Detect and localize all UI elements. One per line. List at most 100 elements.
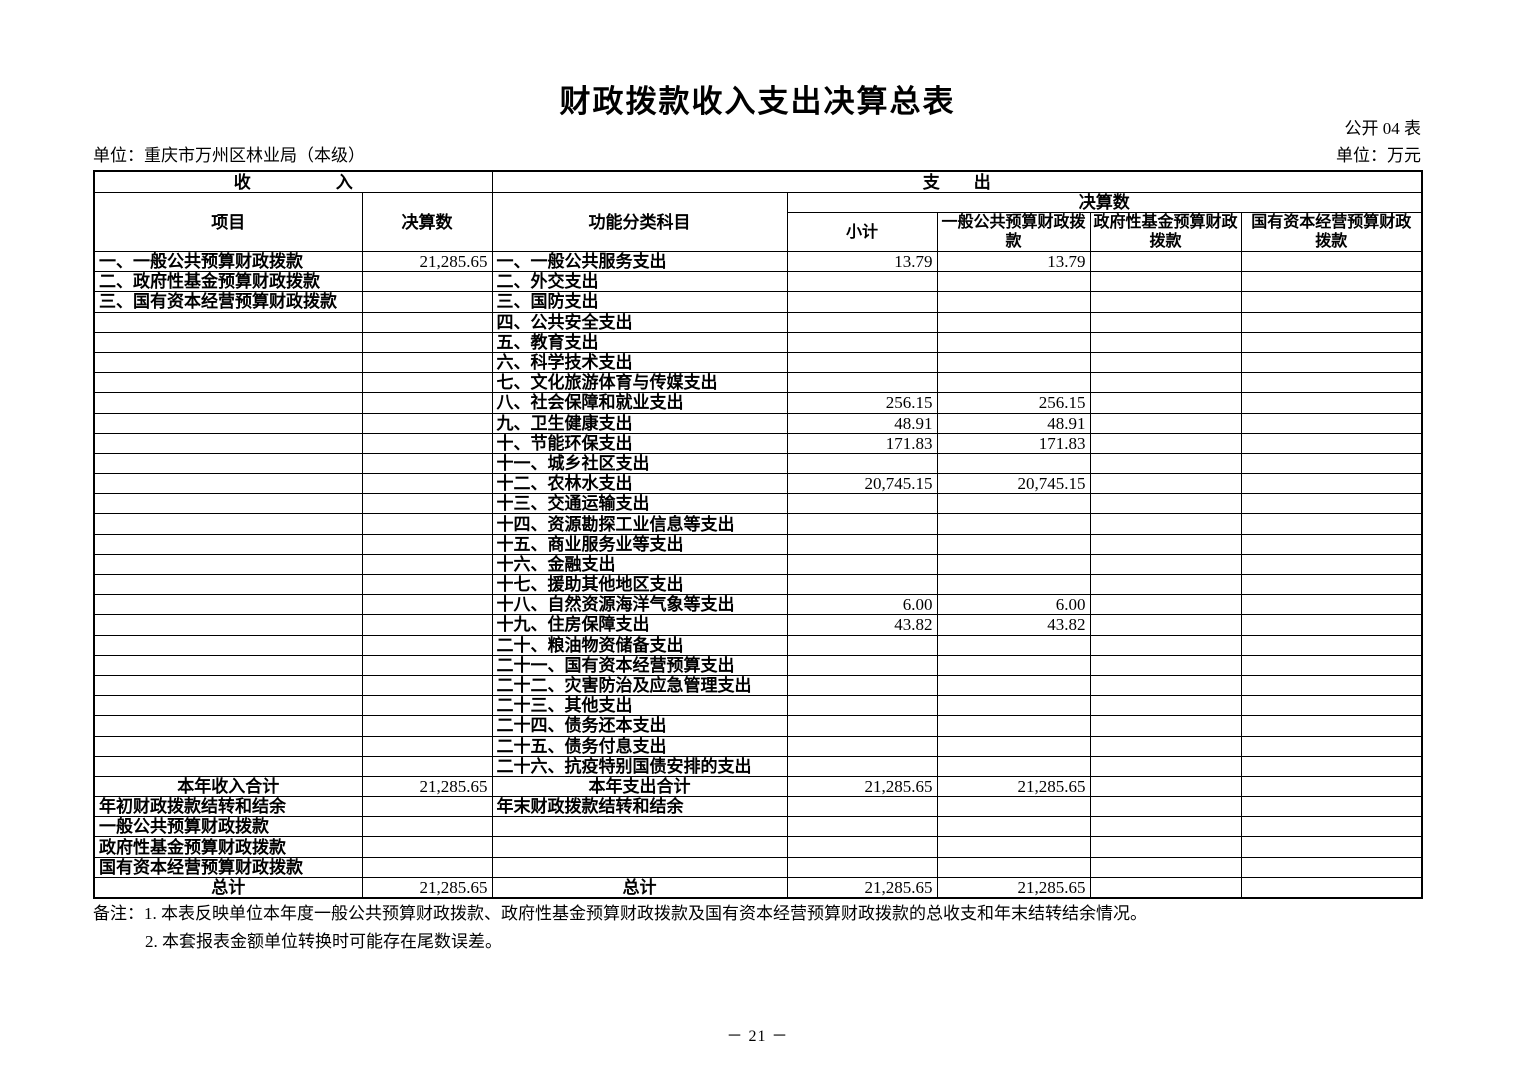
table-row: 二十二、灾害防治及应急管理支出 [93, 674, 1423, 697]
table-row: 二十四、债务还本支出 [93, 715, 1423, 737]
expense-state-capital-cell [1240, 271, 1423, 293]
expense-general-budget-cell [936, 271, 1091, 293]
table-row: 三、国有资本经营预算财政拨款 三、国防支出 [93, 291, 1423, 313]
table-row: 一般公共预算财政拨款 [93, 816, 1423, 838]
page-title: 财政拨款收入支出决算总表 [559, 84, 956, 119]
expense-state-capital-cell [1240, 291, 1423, 313]
expense-state-capital-cell [1240, 796, 1423, 818]
expense-item-cell: 二十五、债务付息支出 [491, 735, 788, 757]
expense-state-capital-cell [1240, 654, 1423, 676]
expense-general-budget-cell: 43.82 [936, 614, 1091, 636]
income-value-cell [361, 311, 493, 333]
expense-subtotal-cell [786, 452, 938, 475]
col-header-final-amount: 决算数 [361, 192, 493, 252]
expense-gov-fund-cell [1089, 775, 1242, 798]
table-row: 国有资本经营预算财政拨款 [93, 856, 1423, 878]
expense-general-budget-cell: 48.91 [936, 412, 1091, 434]
income-item-cell: 一、一般公共预算财政拨款 [93, 250, 363, 273]
expense-general-budget-cell [936, 735, 1091, 757]
table-row: 四、公共安全支出 [93, 311, 1423, 333]
expense-state-capital-cell [1240, 614, 1423, 636]
expense-gov-fund-cell [1089, 533, 1242, 555]
table-row: 七、文化旅游体育与传媒支出 [93, 372, 1423, 394]
expense-state-capital-cell [1240, 573, 1423, 596]
expense-item-cell: 十七、援助其他地区支出 [491, 573, 788, 596]
expense-gov-fund-cell [1089, 715, 1242, 737]
expense-subtotal-cell [786, 372, 938, 394]
income-item-cell [93, 533, 363, 555]
expense-subtotal-cell [786, 634, 938, 656]
expense-state-capital-cell [1240, 452, 1423, 475]
expense-general-budget-cell: 21,285.65 [936, 775, 1091, 798]
expense-item-cell: 六、科学技术支出 [491, 351, 788, 374]
income-value-cell: 21,285.65 [361, 775, 493, 798]
expense-subtotal-cell [786, 796, 938, 818]
column-header-row-1: 项目 决算数 功能分类科目 决算数 [93, 192, 1423, 252]
expense-gov-fund-cell [1089, 856, 1242, 878]
expense-subtotal-cell: 21,285.65 [786, 775, 938, 798]
table-row: 十、节能环保支出 171.83 171.83 [93, 432, 1423, 454]
expense-state-capital-cell [1240, 432, 1423, 454]
expense-item-cell: 十九、住房保障支出 [491, 614, 788, 636]
expense-general-budget-cell [936, 311, 1091, 333]
expense-gov-fund-cell [1089, 473, 1242, 495]
expense-subtotal-cell: 171.83 [786, 432, 938, 454]
expense-gov-fund-cell [1089, 351, 1242, 374]
income-item-cell [93, 594, 363, 616]
income-value-cell: 21,285.65 [361, 876, 493, 899]
expense-item-cell: 二十二、灾害防治及应急管理支出 [491, 674, 788, 697]
expense-item-cell: 二、外交支出 [491, 271, 788, 293]
expense-state-capital-cell [1240, 331, 1423, 353]
expense-general-budget-cell [936, 634, 1091, 656]
income-value-cell [361, 533, 493, 555]
page-number: － 21 － [726, 1028, 789, 1045]
income-item-cell: 三、国有资本经营预算财政拨款 [93, 291, 363, 313]
expense-state-capital-cell [1240, 392, 1423, 414]
expense-gov-fund-cell [1089, 412, 1242, 434]
expense-general-budget-cell [936, 836, 1091, 858]
expense-state-capital-cell [1240, 553, 1423, 576]
expense-item-cell: 十一、城乡社区支出 [491, 452, 788, 475]
col-header-functional-category: 功能分类科目 [491, 192, 788, 252]
expense-subtotal-cell [786, 513, 938, 535]
col-header-gov-fund-budget: 政府性基金预算财政拨款 [1089, 212, 1242, 252]
income-item-cell: 总计 [93, 876, 363, 899]
income-value-cell [361, 594, 493, 616]
expense-subtotal-cell [786, 674, 938, 697]
table-row: 十七、援助其他地区支出 [93, 573, 1423, 596]
expense-subtotal-cell [786, 331, 938, 353]
expense-state-capital-cell [1240, 836, 1423, 858]
expense-subtotal-cell: 48.91 [786, 412, 938, 434]
expense-subtotal-cell: 13.79 [786, 250, 938, 273]
section-income-header: 收 入 [93, 170, 493, 193]
table-row: 十六、金融支出 [93, 553, 1423, 576]
expense-general-budget-cell [936, 715, 1091, 737]
expense-gov-fund-cell [1089, 614, 1242, 636]
expense-subtotal-cell: 256.15 [786, 392, 938, 414]
income-item-cell [93, 473, 363, 495]
expense-item-cell: 二十一、国有资本经营预算支出 [491, 654, 788, 676]
table-row: 十九、住房保障支出 43.82 43.82 [93, 614, 1423, 636]
income-item-cell: 政府性基金预算财政拨款 [93, 836, 363, 858]
expense-state-capital-cell [1240, 473, 1423, 495]
expense-general-budget-cell: 171.83 [936, 432, 1091, 454]
expense-state-capital-cell [1240, 876, 1423, 899]
col-header-item: 项目 [93, 192, 363, 252]
expense-general-budget-cell [936, 553, 1091, 576]
table-row: 年初财政拨款结转和结余 年末财政拨款结转和结余 [93, 796, 1423, 818]
income-item-cell [93, 372, 363, 394]
expense-state-capital-cell [1240, 533, 1423, 555]
expense-gov-fund-cell [1089, 755, 1242, 777]
section-expenditure-header: 支 出 [491, 170, 1423, 193]
income-item-cell [93, 513, 363, 535]
income-item-cell [93, 351, 363, 374]
expense-item-cell: 四、公共安全支出 [491, 311, 788, 333]
expense-subtotal-cell [786, 816, 938, 838]
income-item-cell: 本年收入合计 [93, 775, 363, 798]
expense-state-capital-cell [1240, 755, 1423, 777]
expense-state-capital-cell [1240, 775, 1423, 798]
table-row: 九、卫生健康支出 48.91 48.91 [93, 412, 1423, 434]
table-row: 十三、交通运输支出 [93, 493, 1423, 515]
note-line-1: 备注：1. 本表反映单位本年度一般公共预算财政拨款、政府性基金预算财政拨款及国有… [93, 904, 1147, 923]
expense-state-capital-cell [1240, 634, 1423, 656]
